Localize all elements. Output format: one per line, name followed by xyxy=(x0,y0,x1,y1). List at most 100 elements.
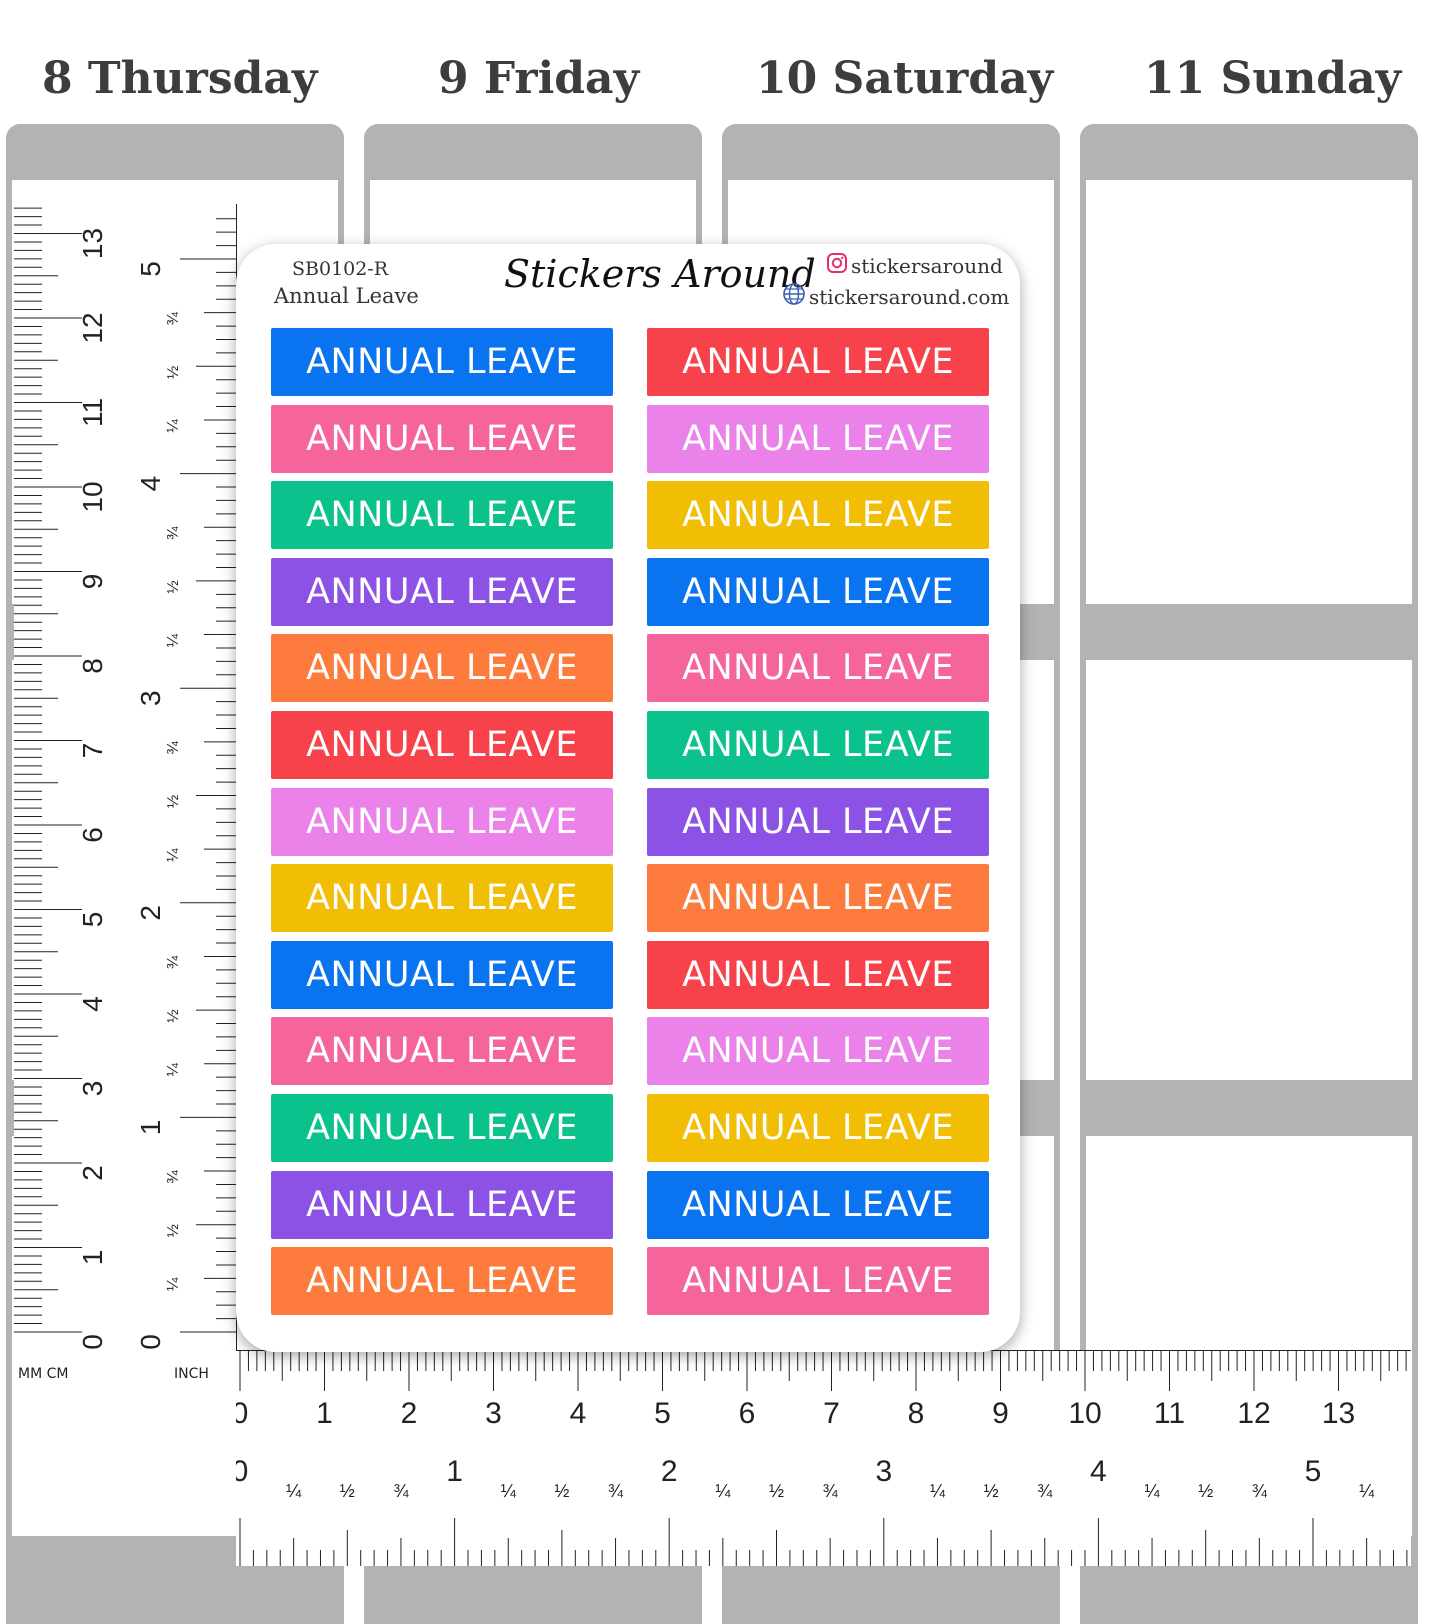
day-header-thursday: 8 Thursday xyxy=(42,53,318,104)
ruler-fraction-label: ½ xyxy=(165,1009,182,1022)
annual-leave-sticker[interactable]: ANNUAL LEAVE xyxy=(271,634,613,703)
sticker-grid: ANNUAL LEAVE ANNUAL LEAVE ANNUAL LEAVE ANNU… xyxy=(271,328,989,1318)
annual-leave-sticker[interactable]: ANNUAL LEAVE xyxy=(647,1017,989,1086)
ruler-cm-number: 12 xyxy=(77,312,108,343)
ruler-fraction-label: ¾ xyxy=(1252,1481,1268,1501)
instagram-icon xyxy=(826,252,848,279)
ruler-cm-number: 5 xyxy=(77,912,108,928)
ruler-cm-number: 11 xyxy=(77,398,108,427)
horizontal-ruler: 012345678910111213012345¼½¾¼½¾¼½¾¼½¾¼½¾¼ xyxy=(236,1350,1411,1566)
annual-leave-sticker[interactable]: ANNUAL LEAVE xyxy=(271,1017,613,1086)
ruler-cm-number: 13 xyxy=(1322,1397,1355,1430)
day-header-sunday: 11 Sunday xyxy=(1144,53,1402,104)
ruler-inch-number: 1 xyxy=(135,1120,166,1136)
annual-leave-sticker[interactable]: ANNUAL LEAVE xyxy=(271,481,613,550)
vertical-ruler: 13 12 11 10 9 8 7 6 5 4 3 2 1 0 5 4 3 2 1 0 ¼ ½ ¾ ¼ ½ ¾ ¼ ½ ¾ ¼ ½ ¾ ¼ ½ ¾ … xyxy=(14,204,237,1384)
ruler-cm-number: 4 xyxy=(570,1397,587,1430)
ruler-fraction-label: ½ xyxy=(984,1481,999,1501)
instagram-handle-text: stickersaround xyxy=(851,253,1003,278)
annual-leave-sticker[interactable]: ANNUAL LEAVE xyxy=(271,1170,613,1239)
ruler-inch-number: 2 xyxy=(661,1455,678,1488)
annual-leave-sticker[interactable]: ANNUAL LEAVE xyxy=(647,1094,989,1162)
ruler-cm-number: 7 xyxy=(77,743,108,759)
ruler-fraction-label: ¼ xyxy=(286,1481,302,1501)
ruler-fraction-label: ¾ xyxy=(165,955,182,969)
ruler-cm-number: 4 xyxy=(77,996,108,1012)
annual-leave-sticker[interactable]: ANNUAL LEAVE xyxy=(647,711,989,779)
ruler-fraction-label: ¾ xyxy=(165,311,182,325)
ruler-cm-number: 2 xyxy=(77,1165,108,1181)
ruler-fraction-label: ½ xyxy=(340,1481,355,1501)
ruler-fraction-label: ½ xyxy=(554,1481,569,1501)
ruler-fraction-label: ¼ xyxy=(501,1481,517,1501)
website-link[interactable]: stickersaround.com xyxy=(782,282,1009,311)
ruler-fraction-label: ½ xyxy=(1198,1481,1213,1501)
annual-leave-sticker[interactable]: ANNUAL LEAVE xyxy=(647,864,989,933)
ruler-cm-number: 3 xyxy=(77,1081,108,1097)
ruler-fraction-label: ¼ xyxy=(165,848,182,862)
ruler-inch-number: 2 xyxy=(135,905,166,921)
ruler-fraction-label: ¼ xyxy=(930,1481,946,1501)
annual-leave-sticker[interactable]: ANNUAL LEAVE xyxy=(271,404,613,473)
ruler-cm-number: 10 xyxy=(77,481,108,512)
ruler-fraction-label: ¼ xyxy=(165,1062,182,1076)
annual-leave-sticker[interactable]: ANNUAL LEAVE xyxy=(271,328,613,396)
annual-leave-sticker[interactable]: ANNUAL LEAVE xyxy=(271,1247,613,1316)
ruler-inch-number: 3 xyxy=(875,1455,892,1488)
annual-leave-sticker[interactable]: ANNUAL LEAVE xyxy=(647,557,989,626)
ruler-inch-number: 4 xyxy=(135,476,166,492)
ruler-fraction-label: ¾ xyxy=(165,741,182,755)
ruler-cm-number: 11 xyxy=(1154,1397,1185,1430)
planner-box xyxy=(1086,180,1412,604)
annual-leave-sticker[interactable]: ANNUAL LEAVE xyxy=(647,634,989,703)
ruler-fraction-label: ½ xyxy=(165,795,182,808)
annual-leave-sticker[interactable]: ANNUAL LEAVE xyxy=(647,328,989,396)
ruler-inch-number: 0 xyxy=(135,1334,166,1350)
ruler-cm-number: 10 xyxy=(1068,1397,1101,1430)
ruler-fraction-label: ¾ xyxy=(1037,1481,1053,1501)
ruler-cm-number: 0 xyxy=(236,1397,248,1430)
annual-leave-sticker[interactable]: ANNUAL LEAVE xyxy=(271,711,613,779)
ruler-fraction-label: ¾ xyxy=(823,1481,839,1501)
ruler-inch-label: INCH xyxy=(174,1366,209,1382)
ruler-cm-number: 8 xyxy=(77,658,108,674)
annual-leave-sticker[interactable]: ANNUAL LEAVE xyxy=(647,481,989,550)
ruler-fraction-label: ½ xyxy=(165,366,182,379)
ruler-cm-number: 9 xyxy=(992,1397,1009,1430)
ruler-cm-number: 6 xyxy=(77,827,108,843)
annual-leave-sticker[interactable]: ANNUAL LEAVE xyxy=(271,787,613,856)
annual-leave-sticker[interactable]: ANNUAL LEAVE xyxy=(271,864,613,933)
ruler-cm-number: 1 xyxy=(316,1397,333,1430)
website-text: stickersaround.com xyxy=(809,284,1010,309)
ruler-fraction-label: ¾ xyxy=(165,1170,182,1184)
annual-leave-sticker[interactable]: ANNUAL LEAVE xyxy=(271,557,613,626)
sheet-code: SB0102-R xyxy=(292,258,389,280)
ruler-cm-number: 13 xyxy=(77,228,108,259)
instagram-handle[interactable]: stickersaround xyxy=(826,252,1003,279)
annual-leave-sticker[interactable]: ANNUAL LEAVE xyxy=(647,787,989,856)
sheet-subtitle: Annual Leave xyxy=(274,284,419,308)
ruler-inch-number: 3 xyxy=(135,690,166,706)
ruler-fraction-label: ½ xyxy=(769,1481,784,1501)
annual-leave-sticker[interactable]: ANNUAL LEAVE xyxy=(647,404,989,473)
ruler-fraction-label: ¼ xyxy=(165,1277,182,1291)
ruler-fraction-label: ½ xyxy=(165,580,182,593)
ruler-fraction-label: ½ xyxy=(165,1224,182,1237)
ruler-cm-number: 8 xyxy=(908,1397,925,1430)
ruler-cm-number: 2 xyxy=(401,1397,418,1430)
ruler-cm-number: 12 xyxy=(1237,1397,1270,1430)
ruler-fraction-label: ¾ xyxy=(393,1481,409,1501)
annual-leave-sticker[interactable]: ANNUAL LEAVE xyxy=(647,1170,989,1239)
ruler-cm-number: 5 xyxy=(654,1397,671,1430)
annual-leave-sticker[interactable]: ANNUAL LEAVE xyxy=(647,940,989,1009)
ruler-fraction-label: ¼ xyxy=(1145,1481,1161,1501)
ruler-cm-number: 3 xyxy=(485,1397,502,1430)
annual-leave-sticker[interactable]: ANNUAL LEAVE xyxy=(647,1247,989,1316)
ruler-cm-number: 1 xyxy=(77,1250,108,1266)
annual-leave-sticker[interactable]: ANNUAL LEAVE xyxy=(271,1094,613,1162)
ruler-inch-number: 5 xyxy=(1305,1455,1322,1488)
annual-leave-sticker[interactable]: ANNUAL LEAVE xyxy=(271,940,613,1009)
globe-icon xyxy=(782,282,806,311)
day-header-saturday: 10 Saturday xyxy=(756,53,1054,104)
